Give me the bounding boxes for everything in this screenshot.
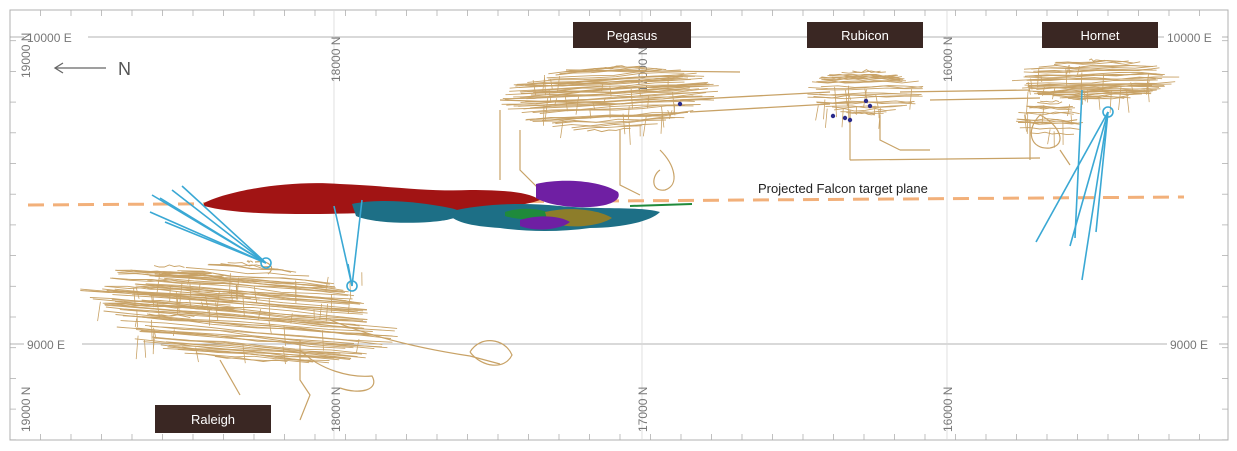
northing-label-19000-top: 19000 N <box>19 33 33 78</box>
easting-label-mid-right: 9000 E <box>1170 338 1208 352</box>
northing-label-19000-bottom: 19000 N <box>19 387 33 432</box>
drillholes <box>149 89 1114 292</box>
area-label-raleigh: Raleigh <box>155 405 271 433</box>
falcon-purple-body <box>536 180 619 208</box>
falcon-green-tail <box>629 203 693 207</box>
area-label-hornet-text: Hornet <box>1080 28 1119 43</box>
frame-ticks <box>9 9 1228 441</box>
area-label-raleigh-text: Raleigh <box>191 412 235 427</box>
area-label-hornet: Hornet <box>1042 22 1158 48</box>
falcon-teal-body <box>352 201 461 223</box>
underground-workings <box>80 58 1180 421</box>
northing-label-18000-bottom: 18000 N <box>329 387 343 432</box>
area-label-rubicon-text: Rubicon <box>841 28 889 43</box>
northing-label-18000-top: 18000 N <box>329 37 343 82</box>
area-label-pegasus-text: Pegasus <box>607 28 658 43</box>
arrow-left-icon <box>53 62 106 74</box>
label-bg <box>24 28 88 44</box>
label-bg <box>1164 28 1222 44</box>
label-bg <box>1167 336 1219 352</box>
easting-label-top-right: 10000 E <box>1167 31 1212 45</box>
northing-label-17000-bottom: 17000 N <box>636 387 650 432</box>
label-bg <box>24 336 82 352</box>
north-arrow-label: N <box>118 59 131 79</box>
area-label-rubicon: Rubicon <box>807 22 923 48</box>
northing-label-16000-top: 16000 N <box>941 37 955 82</box>
easting-label-top-left: 10000 E <box>27 31 72 45</box>
falcon-red-body <box>204 183 540 214</box>
northing-label-16000-bottom: 16000 N <box>941 387 955 432</box>
falcon-bodies <box>204 180 693 231</box>
target-plane-label: Projected Falcon target plane <box>758 181 928 196</box>
easting-label-mid-left: 9000 E <box>27 338 65 352</box>
falcon-purple-body-2 <box>520 216 570 230</box>
area-label-pegasus: Pegasus <box>573 22 691 48</box>
